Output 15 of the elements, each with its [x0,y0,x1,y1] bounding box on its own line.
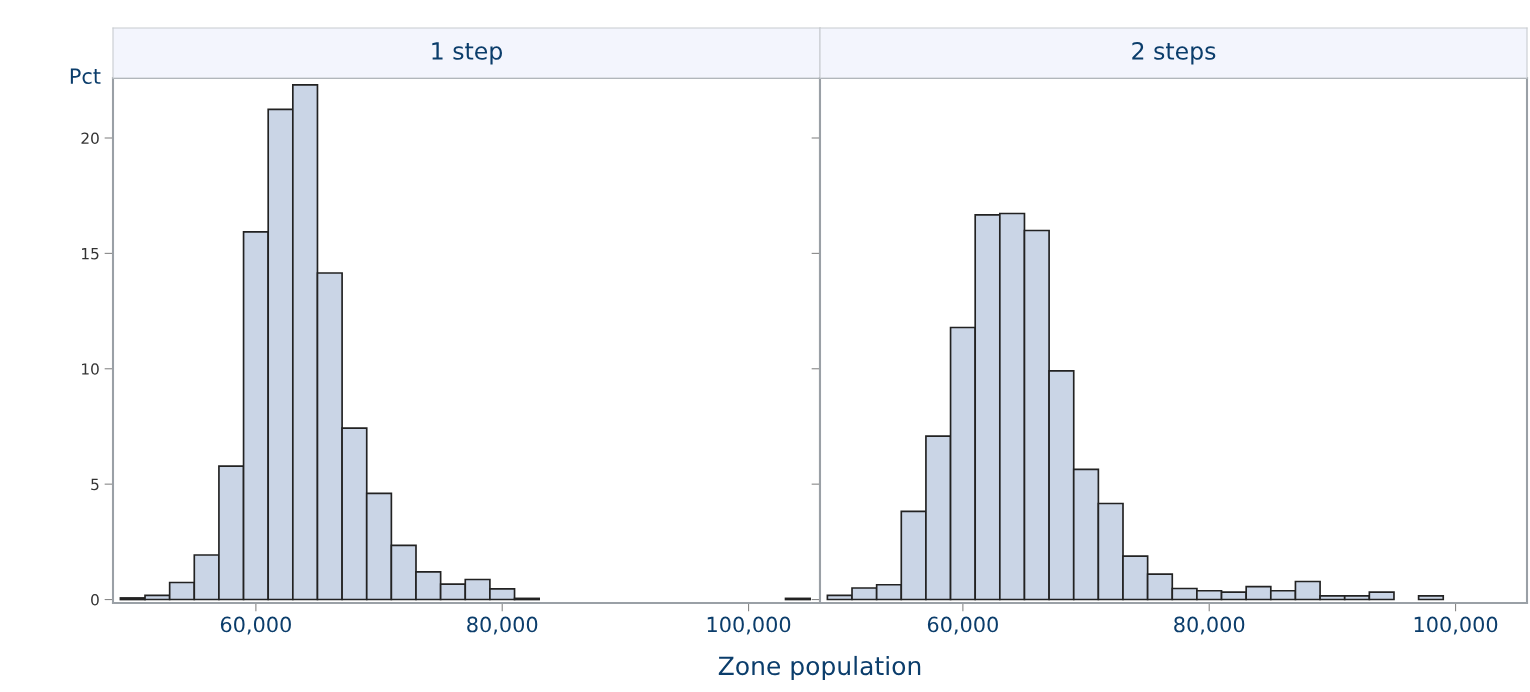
x-tick-label: 80,000 [1174,616,1245,635]
chart-title: 2 steps [1132,41,1216,65]
x-tick-label: 60,000 [927,616,998,635]
x-tick-label: 100,000 [1414,616,1498,635]
y-axis-title: Pct [70,68,101,85]
y-tick-label: 20 [81,132,99,145]
y-tick-label: 0 [91,594,99,606]
x-tick-label: 60,000 [220,616,291,635]
x-tick-label: 80,000 [467,616,538,635]
chart-title: 1 step [432,42,503,65]
x-tick-label: 100,000 [707,616,791,635]
y-tick-label: 15 [82,248,99,260]
x-axis-title: Zone population [718,655,921,681]
y-tick-label: 5 [91,478,99,491]
y-tick-label: 10 [82,363,99,375]
